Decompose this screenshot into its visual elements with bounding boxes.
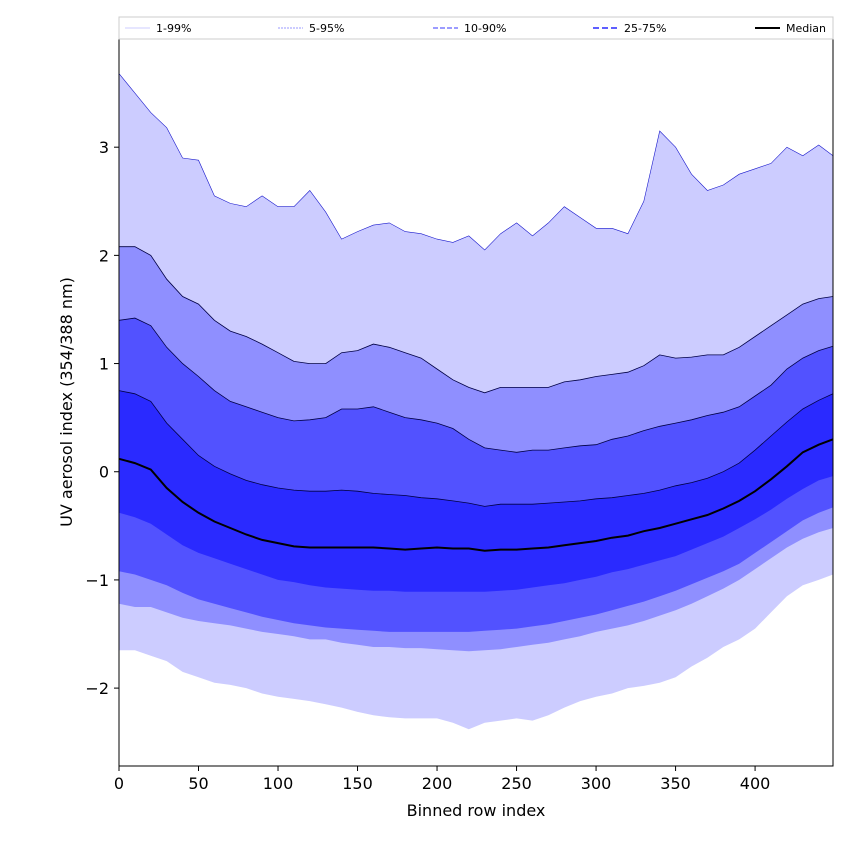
- band-25-75%: [119, 390, 833, 592]
- y-axis: −2 −1 0 1 2 3: [85, 138, 119, 698]
- x-tick-label: 0: [114, 774, 124, 793]
- y-tick-label: 1: [99, 355, 109, 374]
- legend-label: 5-95%: [309, 22, 344, 35]
- x-tick-label: 250: [501, 774, 532, 793]
- x-tick-label: 100: [263, 774, 294, 793]
- legend: 1-99% 5-95% 10-90% 25-75% Median: [118, 16, 834, 40]
- median-line: [118, 438, 834, 552]
- y-tick-label: 2: [99, 246, 109, 265]
- band-edge-10-90%: [118, 317, 834, 453]
- legend-label: Median: [786, 22, 826, 35]
- legend-label: 10-90%: [464, 22, 506, 35]
- x-tick-label: 350: [660, 774, 691, 793]
- band-edge-25-75%: [118, 390, 834, 507]
- x-tick-label: 300: [581, 774, 612, 793]
- legend-label: 25-75%: [624, 22, 666, 35]
- y-axis-label: UV aerosol index (354/388 nm): [57, 277, 76, 527]
- legend-label: 1-99%: [156, 22, 191, 35]
- y-tick-label: −2: [85, 679, 109, 698]
- band-areas: [118, 73, 834, 730]
- y-tick-label: −1: [85, 571, 109, 590]
- band-edge-1-99%: [118, 73, 834, 251]
- band-edge-5-95%: [119, 246, 834, 394]
- x-tick-label: 200: [422, 774, 453, 793]
- x-tick-label: 400: [740, 774, 771, 793]
- legend-box: [118, 16, 834, 40]
- x-axis: 0 50 100 150 200 250 300 350 400: [114, 766, 770, 793]
- y-tick-label: 3: [99, 138, 109, 157]
- median-layer: [118, 438, 834, 552]
- x-axis-label: Binned row index: [407, 801, 546, 820]
- x-tick-label: 50: [188, 774, 208, 793]
- y-tick-label: 0: [99, 463, 109, 482]
- x-tick-label: 150: [342, 774, 373, 793]
